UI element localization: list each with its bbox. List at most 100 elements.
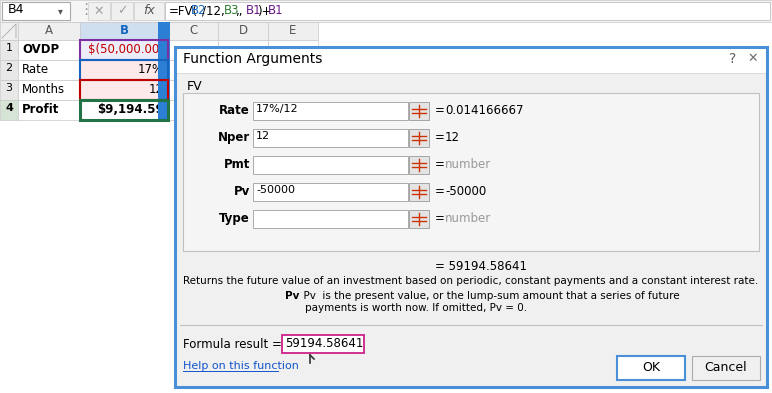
Bar xyxy=(409,210,429,228)
Bar xyxy=(80,60,168,80)
Bar xyxy=(409,129,429,147)
Text: /12,: /12, xyxy=(202,4,225,18)
Text: ▾: ▾ xyxy=(58,6,63,16)
Text: Pmt: Pmt xyxy=(224,158,250,171)
Bar xyxy=(18,100,80,120)
Text: B1: B1 xyxy=(246,4,262,18)
Text: Months: Months xyxy=(22,83,65,96)
Bar xyxy=(111,2,133,20)
Text: 0.014166667: 0.014166667 xyxy=(445,104,523,117)
Text: 17%/12: 17%/12 xyxy=(256,104,299,114)
Text: ✕: ✕ xyxy=(747,52,757,65)
Text: A: A xyxy=(45,24,53,37)
Bar xyxy=(18,22,80,40)
Text: $(50,000.00): $(50,000.00) xyxy=(88,43,164,56)
Text: Rate: Rate xyxy=(219,104,250,117)
Bar xyxy=(80,60,168,80)
Text: number: number xyxy=(445,212,491,225)
Text: ⋮: ⋮ xyxy=(78,2,93,17)
Bar xyxy=(80,80,168,100)
Bar xyxy=(0,60,18,80)
Bar xyxy=(0,22,18,40)
Bar xyxy=(168,40,218,60)
Bar xyxy=(0,80,18,100)
Text: Help on this function: Help on this function xyxy=(183,361,299,371)
Text: =: = xyxy=(435,104,445,117)
Bar xyxy=(253,156,408,174)
Text: ✕: ✕ xyxy=(93,4,104,18)
Bar xyxy=(253,102,408,120)
Bar xyxy=(218,80,268,100)
Bar xyxy=(253,129,408,147)
Bar xyxy=(218,40,268,60)
Bar xyxy=(88,2,110,20)
Text: B2: B2 xyxy=(191,4,207,18)
Bar xyxy=(80,80,168,100)
Text: ✓: ✓ xyxy=(117,4,127,18)
Text: 1: 1 xyxy=(5,43,12,53)
Text: Pv: Pv xyxy=(234,185,250,198)
Text: =: = xyxy=(435,185,445,198)
Text: B3: B3 xyxy=(224,4,239,18)
Bar xyxy=(165,2,770,20)
Bar xyxy=(0,40,18,60)
Bar xyxy=(0,0,772,22)
Text: =: = xyxy=(435,212,445,225)
Text: )+: )+ xyxy=(257,4,272,18)
Bar xyxy=(158,22,170,122)
Bar xyxy=(692,356,760,380)
Bar xyxy=(80,100,168,120)
Text: B1: B1 xyxy=(268,4,283,18)
Bar xyxy=(168,80,218,100)
Text: Cancel: Cancel xyxy=(705,361,747,374)
Text: -50000: -50000 xyxy=(445,185,486,198)
Bar xyxy=(80,22,168,40)
Bar xyxy=(253,183,408,201)
Text: B: B xyxy=(120,24,128,37)
Bar xyxy=(18,40,80,60)
Bar xyxy=(18,60,80,80)
Text: Formula result =: Formula result = xyxy=(183,338,282,351)
Text: Returns the future value of an investment based on periodic, constant payments a: Returns the future value of an investmen… xyxy=(183,276,758,286)
Text: ,,: ,, xyxy=(235,4,242,18)
Bar xyxy=(409,183,429,201)
Text: Function Arguments: Function Arguments xyxy=(183,52,323,66)
Text: Nper: Nper xyxy=(218,131,250,144)
Bar xyxy=(175,47,767,387)
Bar xyxy=(0,100,18,120)
Text: ?: ? xyxy=(729,52,736,66)
Text: Rate: Rate xyxy=(22,63,49,76)
Text: 17%: 17% xyxy=(138,63,164,76)
Text: 2: 2 xyxy=(5,63,12,73)
Text: Type: Type xyxy=(219,212,250,225)
Bar xyxy=(168,60,218,80)
Text: =FV(: =FV( xyxy=(169,4,198,18)
Bar xyxy=(253,210,408,228)
Text: -50000: -50000 xyxy=(256,185,295,195)
Text: D: D xyxy=(239,24,248,37)
Bar xyxy=(175,47,767,73)
Text: 12: 12 xyxy=(149,83,164,96)
Text: Pv: Pv xyxy=(285,291,300,301)
Bar xyxy=(268,22,318,40)
Text: Profit: Profit xyxy=(22,103,59,116)
Bar xyxy=(268,60,318,80)
Text: 12: 12 xyxy=(256,131,270,141)
Text: number: number xyxy=(445,158,491,171)
Bar xyxy=(2,2,70,20)
Text: =: = xyxy=(435,131,445,144)
Bar xyxy=(282,335,364,353)
Bar xyxy=(617,356,685,380)
Bar xyxy=(218,60,268,80)
Text: Pv  is the present value, or the lump-sum amount that a series of future: Pv is the present value, or the lump-sum… xyxy=(297,291,679,301)
Bar xyxy=(134,2,164,20)
Bar xyxy=(168,100,218,120)
Bar xyxy=(183,93,759,251)
Text: 59194.58641: 59194.58641 xyxy=(285,337,364,350)
Text: = 59194.58641: = 59194.58641 xyxy=(435,260,527,273)
Text: payments is worth now. If omitted, Pv = 0.: payments is worth now. If omitted, Pv = … xyxy=(305,303,527,313)
Bar xyxy=(218,100,268,120)
Text: B4: B4 xyxy=(8,3,25,16)
Bar xyxy=(268,100,318,120)
Bar xyxy=(218,22,268,40)
